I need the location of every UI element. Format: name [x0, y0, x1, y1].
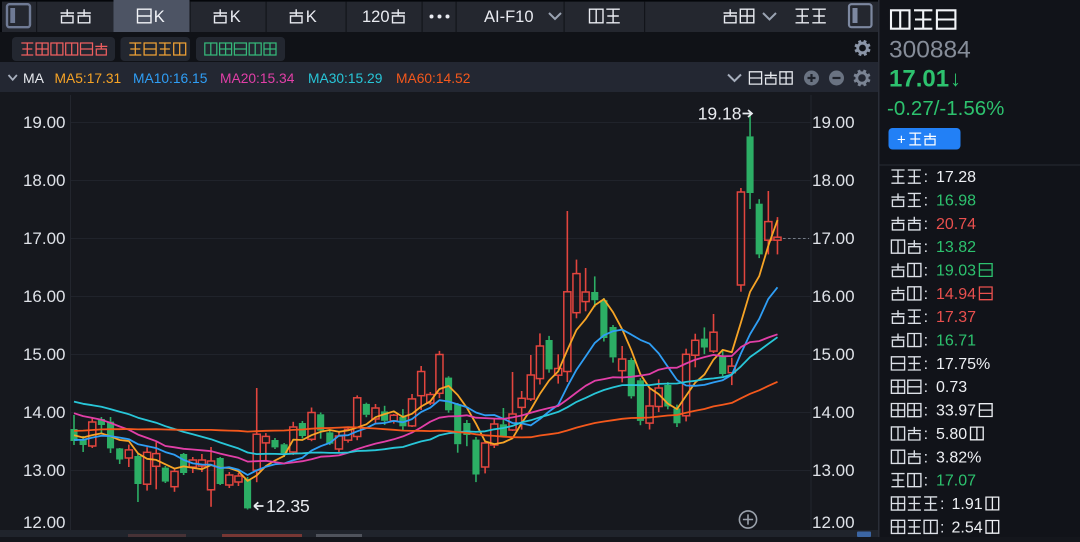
svg-text:0.73: 0.73: [936, 379, 967, 396]
svg-text:AI-F10: AI-F10: [484, 8, 534, 26]
svg-text:16.98: 16.98: [936, 192, 976, 209]
svg-text:14.00: 14.00: [812, 403, 855, 422]
svg-text:MA: MA: [23, 70, 45, 86]
svg-text:33.97: 33.97: [936, 403, 976, 420]
svg-text:17.75%: 17.75%: [936, 356, 990, 373]
svg-text:13.00: 13.00: [812, 461, 855, 480]
svg-text:19.00: 19.00: [812, 113, 855, 132]
svg-text:12.00: 12.00: [23, 513, 66, 532]
svg-text:14.94: 14.94: [936, 286, 976, 303]
svg-text::: :: [940, 496, 944, 513]
svg-text:19.18: 19.18: [698, 104, 742, 124]
svg-text:MA5:17.31: MA5:17.31: [55, 71, 122, 86]
svg-text:17.00: 17.00: [812, 229, 855, 248]
svg-text:-0.27/-1.56%: -0.27/-1.56%: [887, 97, 1004, 120]
svg-text::: :: [924, 449, 928, 466]
svg-text:13.00: 13.00: [23, 461, 66, 480]
svg-text::: :: [924, 379, 928, 396]
svg-text:3.82%: 3.82%: [936, 449, 981, 466]
svg-text:+: +: [897, 132, 906, 149]
svg-text::: :: [924, 309, 928, 326]
svg-text::: :: [924, 426, 928, 443]
svg-text::: :: [924, 333, 928, 350]
svg-text::: :: [924, 239, 928, 256]
svg-text:15.00: 15.00: [23, 345, 66, 364]
svg-text:13.82: 13.82: [936, 239, 976, 256]
svg-text:20.74: 20.74: [936, 216, 976, 233]
svg-text:17.01: 17.01: [889, 66, 949, 93]
svg-text:19.03: 19.03: [936, 263, 976, 280]
svg-text:120: 120: [362, 8, 390, 26]
svg-text:18.00: 18.00: [812, 171, 855, 190]
svg-text::: :: [924, 263, 928, 280]
svg-text::: :: [924, 356, 928, 373]
svg-text:K: K: [154, 8, 165, 26]
svg-text:17.37: 17.37: [936, 309, 976, 326]
svg-text:MA30:15.29: MA30:15.29: [308, 71, 383, 86]
svg-text:16.00: 16.00: [23, 287, 66, 306]
svg-text:17.00: 17.00: [23, 229, 66, 248]
svg-text::: :: [924, 403, 928, 420]
svg-text::: :: [924, 169, 928, 186]
svg-text:5.80: 5.80: [936, 426, 967, 443]
svg-text:12.00: 12.00: [812, 513, 855, 532]
svg-text:MA20:15.34: MA20:15.34: [220, 71, 295, 86]
svg-text:19.00: 19.00: [23, 113, 66, 132]
svg-text:↓: ↓: [950, 66, 961, 91]
svg-text:MA10:16.15: MA10:16.15: [133, 71, 208, 86]
svg-text::: :: [924, 216, 928, 233]
svg-text:1.91: 1.91: [952, 496, 983, 513]
svg-text:14.00: 14.00: [23, 403, 66, 422]
svg-text:K: K: [306, 8, 317, 26]
svg-text:16.00: 16.00: [812, 287, 855, 306]
svg-text::: :: [940, 519, 944, 536]
svg-text:17.07: 17.07: [936, 473, 976, 490]
svg-text:15.00: 15.00: [812, 345, 855, 364]
svg-text:17.28: 17.28: [936, 169, 976, 186]
svg-text:16.71: 16.71: [936, 333, 976, 350]
svg-text::: :: [924, 473, 928, 490]
svg-text:K: K: [230, 8, 241, 26]
svg-text::: :: [924, 286, 928, 303]
svg-text:2.54: 2.54: [952, 519, 983, 536]
svg-text:18.00: 18.00: [23, 171, 66, 190]
svg-text::: :: [924, 192, 928, 209]
svg-text:MA60:14.52: MA60:14.52: [396, 71, 470, 86]
svg-text:300884: 300884: [889, 37, 971, 64]
svg-text:12.35: 12.35: [266, 496, 310, 516]
